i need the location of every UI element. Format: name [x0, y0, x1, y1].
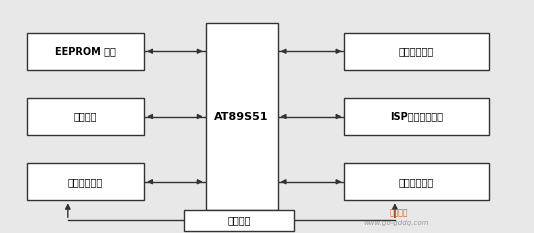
- Text: 广电器网: 广电器网: [390, 209, 409, 218]
- Bar: [27, 98, 144, 135]
- Bar: [27, 33, 144, 70]
- Text: AT89S51: AT89S51: [214, 112, 269, 121]
- Bar: [344, 33, 489, 70]
- Text: ISP程序下载接口: ISP程序下载接口: [390, 112, 443, 121]
- Bar: [184, 210, 294, 231]
- Bar: [344, 98, 489, 135]
- Text: 开关电源: 开关电源: [227, 215, 251, 225]
- Text: EEPROM 电路: EEPROM 电路: [55, 46, 116, 56]
- Bar: [27, 163, 144, 200]
- Bar: [206, 23, 278, 210]
- Text: 光电隔离输入: 光电隔离输入: [68, 177, 103, 187]
- Text: 光电隔离输出: 光电隔离输出: [399, 177, 434, 187]
- Text: www.go-gddq.com: www.go-gddq.com: [363, 219, 429, 226]
- Bar: [344, 163, 489, 200]
- Text: 掉电检测: 掉电检测: [74, 112, 97, 121]
- Text: 键盘显示电路: 键盘显示电路: [399, 46, 434, 56]
